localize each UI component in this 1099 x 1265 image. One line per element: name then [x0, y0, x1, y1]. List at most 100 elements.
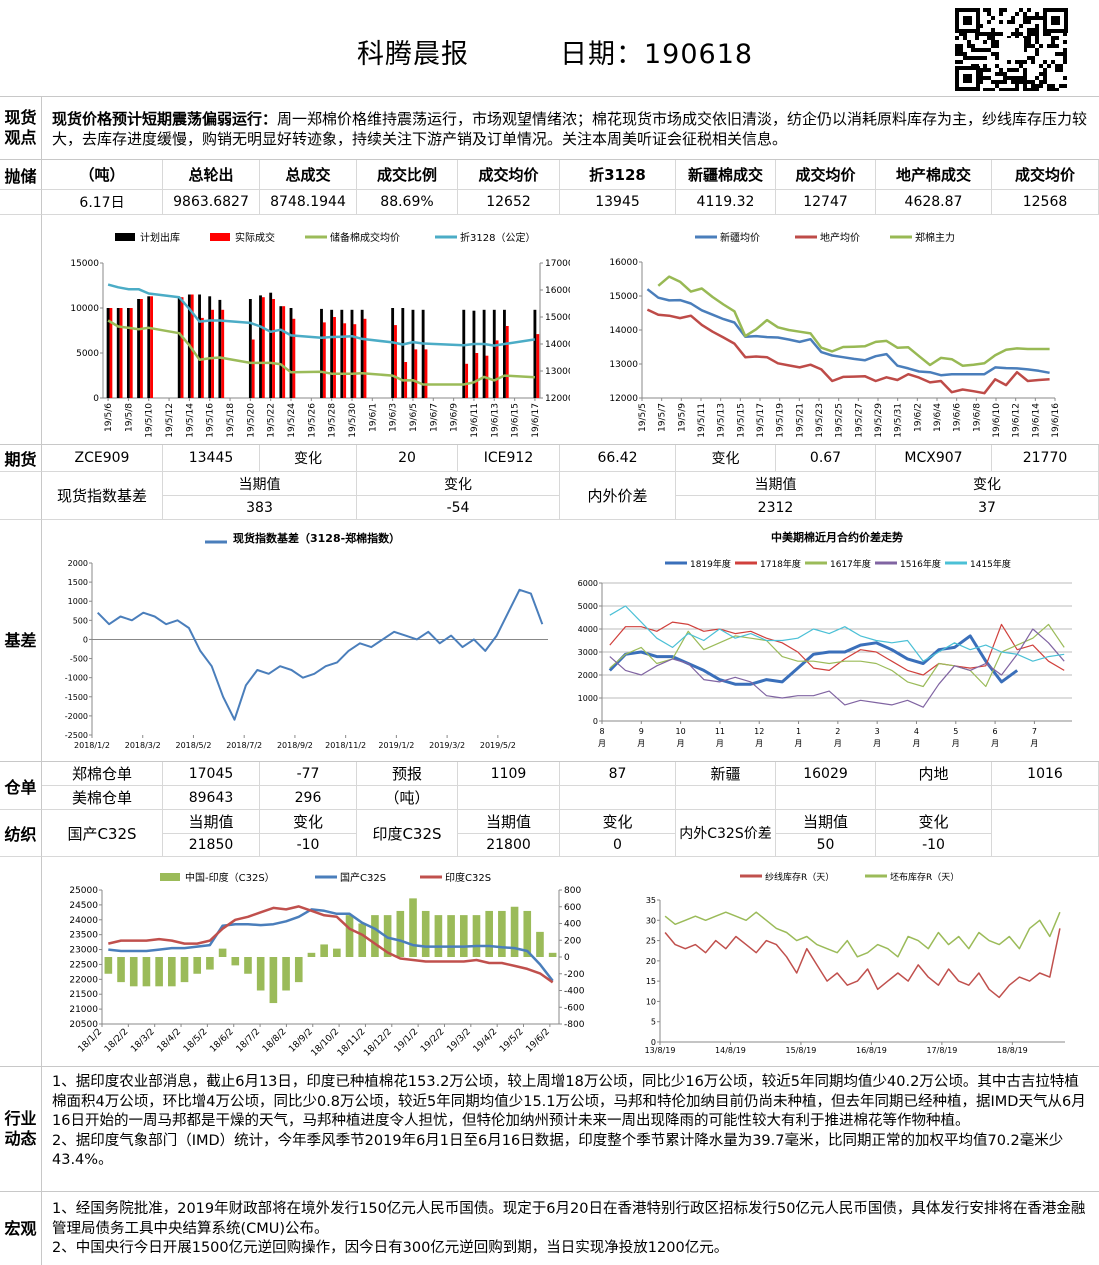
- bar: [137, 299, 140, 398]
- futures-cell: 变化: [676, 445, 776, 472]
- bar: [109, 308, 113, 398]
- x-tick-label: 19/6/1: [368, 403, 378, 432]
- warrant-empty: [676, 786, 776, 810]
- y-tick-label: 5: [651, 1018, 656, 1027]
- spot-price-chart: 12000 13000 14000 15000 16000 19/5/5 19/5/7 19/…: [609, 231, 1061, 438]
- bar: [117, 957, 125, 983]
- reserve-auction-chart: 0 5000 10000 15000 12000 13000 14000 15000 16000…: [70, 231, 570, 438]
- spot-view-body: 周一郑棉价格维持震荡运行，市场观望情绪浓；棉花现货市场成交依旧清淡，纺企仍以消耗…: [52, 110, 1088, 148]
- warrant-cell: 内地: [876, 762, 992, 786]
- futures-cell: ICE912: [458, 445, 560, 472]
- chart-title: 现货指数基差（3128-郑棉指数）: [233, 531, 400, 545]
- legend-swatch: [115, 233, 135, 241]
- x-tick-label: 19/5/8: [124, 403, 134, 432]
- bar: [447, 915, 455, 957]
- bar: [244, 957, 252, 974]
- dom-cur-label: 当期值: [163, 810, 260, 834]
- y-tick-label: 2000: [68, 559, 88, 568]
- report-header: 科腾晨报 日期：190618: [0, 0, 1099, 97]
- y-tick-label: 21000: [69, 1005, 98, 1015]
- reserve-value: 88.69%: [357, 190, 458, 215]
- warrant-cell: -77: [260, 762, 357, 786]
- bar: [333, 317, 336, 398]
- y-tick-label: 4000: [578, 625, 598, 634]
- bar: [177, 297, 181, 398]
- bar: [180, 297, 184, 398]
- x-tick-label: 19/6/11: [470, 403, 480, 438]
- y-tick-label: 15000: [609, 292, 638, 302]
- bar: [371, 915, 379, 957]
- x-tick-label: 18/11/2: [336, 1027, 368, 1059]
- industry-label: 行业动态: [0, 1067, 42, 1191]
- y-tick-label: 22000: [69, 975, 98, 985]
- bar: [536, 334, 540, 398]
- y-tick-label: 35: [646, 896, 656, 905]
- y-tick-label: 14000: [609, 326, 638, 336]
- x-tick-label: 16/8/19: [856, 1046, 887, 1055]
- x-tick-label: 19/6/2: [913, 403, 923, 432]
- basis-table: 现货指数基差 当期值 变化 内外价差 当期值 变化 383 -54 2312 3…: [0, 472, 1099, 520]
- y-tick-label: 2000: [578, 671, 598, 680]
- y-tick-label: 16000: [609, 258, 638, 268]
- x-tick-label: 18/2/2: [103, 1027, 131, 1055]
- bar: [211, 309, 214, 398]
- x-tick-label: 19/1/2: [393, 1027, 421, 1055]
- bar: [282, 306, 286, 398]
- y2-tick-label: 600: [564, 903, 581, 913]
- y-tick-label: 10000: [70, 304, 99, 314]
- bar: [548, 952, 557, 957]
- bar: [495, 340, 499, 398]
- x-tick-label: 19/5/24: [287, 403, 297, 438]
- warrant-label: 仓单: [0, 762, 42, 810]
- reserve-table: 抛储 （吨） 总轮出 总成交 成交比例 成交均价 折3128 新疆棉成交 成交均…: [0, 160, 1099, 215]
- reserve-value: 12568: [992, 190, 1099, 215]
- warrant-cell: 预报: [357, 762, 458, 786]
- y-tick-label: 5000: [578, 602, 598, 611]
- x-tick-label: 2018/9/2: [277, 741, 313, 750]
- warrant-cell: 1016: [992, 762, 1099, 786]
- y2-tick-label: -800: [564, 1020, 585, 1030]
- reserve-header: 地产棉成交: [876, 160, 992, 190]
- spread-chg-label: 变化: [876, 810, 992, 834]
- x-tick-label: 19/5/16: [206, 403, 216, 438]
- legend-label: 1819年度: [690, 558, 731, 570]
- bar: [208, 296, 212, 398]
- y2-tick-label: 17000: [545, 259, 570, 269]
- cn-us-spread-chart: 中美期棉近月合约价差走势 0 1000 2000 3000 4000 5000 6000 8 月 9…: [578, 530, 1072, 748]
- series-line: [108, 908, 554, 982]
- bar: [129, 957, 138, 987]
- y2-tick-label: -600: [564, 1003, 585, 1013]
- x-tick-label: 19/6/17: [531, 403, 541, 438]
- x-tick-label: 15/8/19: [786, 1046, 817, 1055]
- reserve-value: 13945: [560, 190, 676, 215]
- bar: [503, 309, 506, 398]
- y-tick-label: 23000: [69, 946, 98, 956]
- y-tick-label: 30: [646, 916, 656, 925]
- industry-text: 1、据印度农业部消息，截止6月13日，印度已种植棉花153.2万公顷，较上周增1…: [52, 1073, 1093, 1171]
- legend-label: 新疆均价: [720, 231, 760, 244]
- legend-label: 计划出库: [140, 231, 180, 244]
- bar: [510, 906, 519, 957]
- x-tick-label: 19/6/16: [1051, 403, 1061, 438]
- x-tick-label: 11 月: [715, 727, 725, 748]
- series-line: [609, 605, 1065, 662]
- warrant-empty: [876, 786, 992, 810]
- spread-cur: 2312: [676, 496, 876, 520]
- legend-label: 纱线库存R（天）: [765, 871, 834, 883]
- bar: [248, 299, 252, 398]
- bar: [126, 308, 130, 398]
- bar: [533, 309, 537, 398]
- bar: [360, 309, 364, 398]
- bar: [472, 310, 476, 398]
- y-tick-label: 20: [646, 957, 656, 966]
- warrant-empty: [560, 786, 676, 810]
- x-tick-label: 19/6/8: [972, 403, 982, 432]
- macro-paragraph: 1、经国务院批准，2019年财政部将在境外发行150亿元人民币国债。现定于6月2…: [52, 1201, 1086, 1237]
- bar: [465, 363, 469, 398]
- bar: [320, 308, 323, 398]
- textile-table: 纺织 国产C32S 当期值 变化 印度C32S 当期值 变化 内外C32S价差 …: [0, 810, 1099, 857]
